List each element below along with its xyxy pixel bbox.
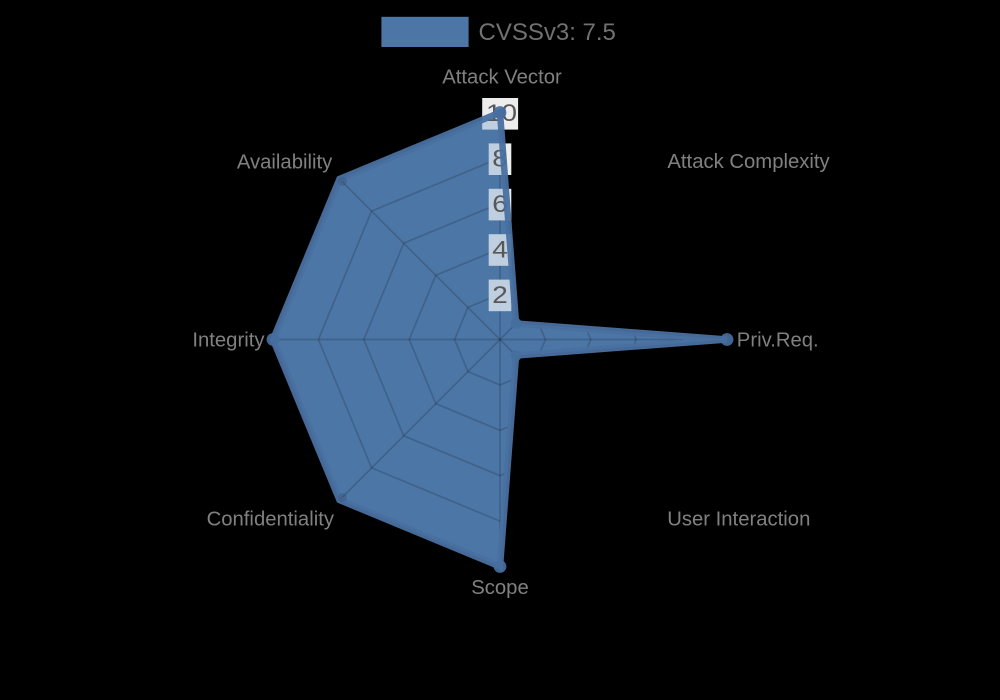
svg-text:Confidentiality: Confidentiality xyxy=(207,509,335,531)
svg-text:4: 4 xyxy=(492,235,507,263)
svg-text:Scope: Scope xyxy=(471,577,529,599)
svg-text:Integrity: Integrity xyxy=(192,329,265,351)
svg-text:User Interaction: User Interaction xyxy=(667,509,810,531)
svg-text:Availability: Availability xyxy=(237,151,333,173)
svg-text:Attack Complexity: Attack Complexity xyxy=(667,151,830,173)
svg-text:Attack Vector: Attack Vector xyxy=(442,67,562,89)
svg-text:CVSSv3: 7.5: CVSSv3: 7.5 xyxy=(479,19,616,46)
svg-text:2: 2 xyxy=(492,281,507,309)
svg-text:Priv.Req.: Priv.Req. xyxy=(737,329,819,351)
